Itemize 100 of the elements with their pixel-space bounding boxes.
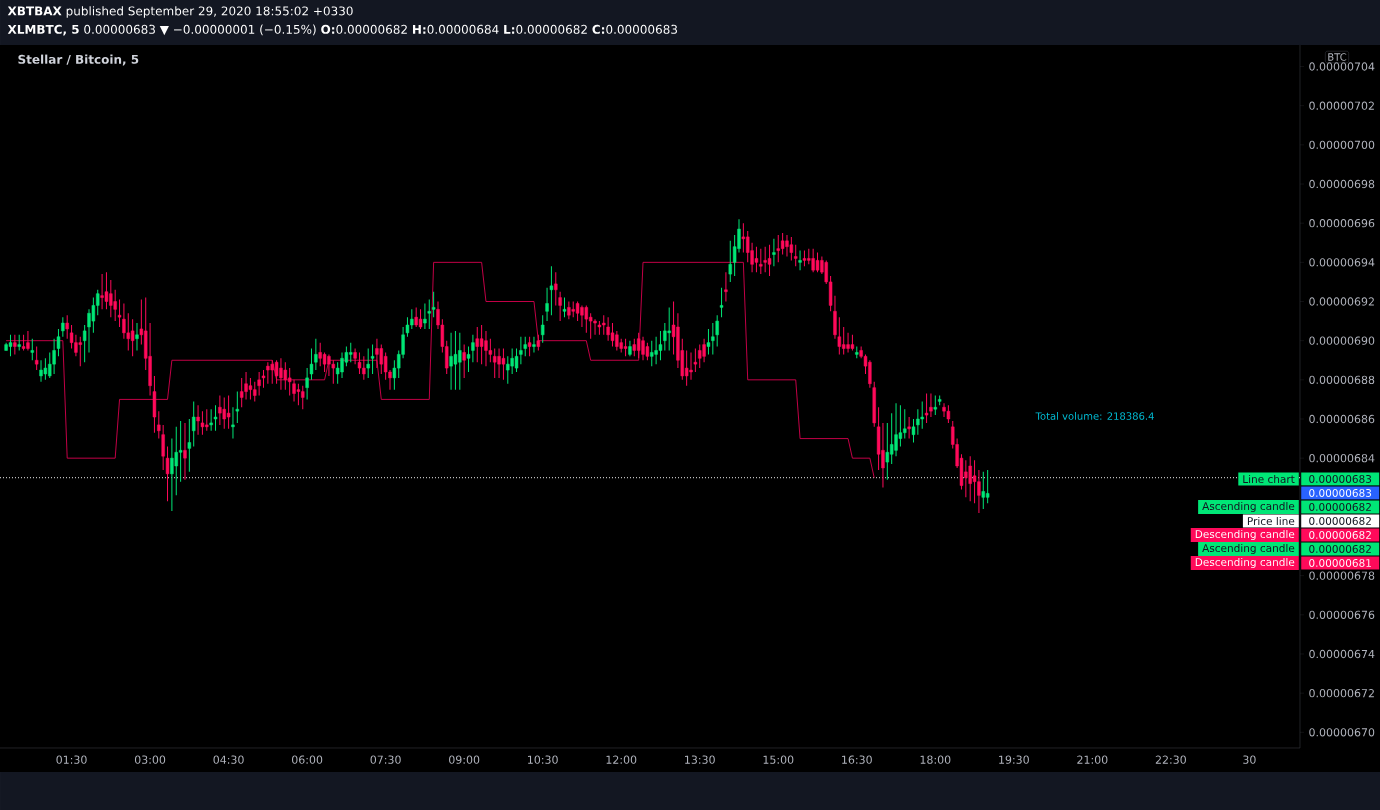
candlestick	[87, 308, 91, 353]
candlestick	[13, 334, 17, 355]
text: 0.00000682	[1309, 531, 1371, 539]
candlestick	[39, 359, 43, 383]
candlestick	[218, 395, 222, 426]
candlestick	[423, 302, 427, 330]
candlestick	[370, 344, 375, 375]
candlestick	[667, 306, 671, 351]
y-tick-label: 0.00000692	[1309, 297, 1374, 306]
y-tick-label: 0.00000688	[1309, 375, 1375, 384]
candlestick	[418, 308, 423, 330]
y-tick-label: 0.00000674	[1309, 649, 1375, 659]
x-tick-label: 09:00	[449, 755, 480, 764]
candlestick	[340, 351, 344, 379]
candlestick	[780, 232, 785, 256]
candlestick	[296, 383, 301, 406]
candlestick	[798, 250, 802, 271]
x-tick-label: 12:00	[606, 755, 637, 764]
candlestick	[34, 346, 39, 371]
candlestick	[554, 271, 558, 306]
candlestick	[767, 244, 772, 277]
candlestick	[192, 400, 196, 447]
annotation: Ascending candle	[1202, 501, 1295, 513]
candlestick	[920, 400, 924, 430]
candlestick	[8, 334, 13, 357]
x-tick-label: 07:30	[370, 755, 401, 764]
x-tick-label: 18:00	[920, 755, 951, 764]
candlestick	[593, 318, 597, 336]
y-tick-label: 0.00000676	[1309, 610, 1375, 619]
candlestick	[894, 402, 898, 457]
x-tick-label: 19:30	[999, 755, 1029, 764]
candlestick	[532, 336, 536, 353]
text: 0.00000682	[1309, 503, 1371, 511]
candlestick	[650, 340, 654, 367]
candlestick	[248, 377, 253, 400]
candlestick	[292, 379, 296, 402]
candlestick	[741, 222, 746, 254]
candlestick	[431, 291, 436, 318]
candlestick	[728, 240, 732, 283]
text: 0.00000681	[1309, 559, 1371, 567]
text: 0.00000682	[1309, 545, 1371, 553]
candlestick	[719, 287, 724, 318]
candlestick	[453, 330, 458, 391]
candlestick	[501, 348, 506, 381]
x-tick-label: 10:30	[528, 755, 558, 764]
annotation: Descending candle	[1195, 557, 1295, 569]
annotation: Total volume: 218386.4	[1035, 412, 1154, 420]
candlestick	[427, 299, 431, 330]
y-tick-label: 0.00000690	[1309, 336, 1375, 345]
x-tick-label: 06:00	[291, 755, 323, 764]
x-tick-label: 13:30	[685, 755, 715, 764]
y-tick-label: 0.00000698	[1309, 179, 1375, 189]
y-tick-label: 0.00000678	[1309, 571, 1375, 580]
y-axis-title: BTC	[1328, 53, 1347, 61]
candlestick	[187, 418, 192, 473]
y-tick-label: 0.00000670	[1309, 728, 1375, 737]
candlestick	[226, 395, 231, 430]
candlestick	[684, 349, 689, 387]
candlestick	[178, 420, 183, 483]
candlestick	[789, 236, 794, 261]
x-tick-label: 30	[1243, 755, 1256, 764]
text: Stellar / Bitcoin, 5	[18, 54, 139, 66]
ref-line-label: 0.00000683	[1309, 489, 1372, 497]
x-tick-label: 15:00	[763, 755, 794, 764]
candlestick	[506, 355, 510, 385]
annotation: Ascending candle	[1202, 543, 1295, 555]
candlestick	[724, 271, 728, 303]
candlestick	[43, 357, 48, 381]
text: XLMBTC, 5 0.00000683 ▼ −0.00000001 (−0.15%) O:0.00000682 H:0.00000684 L:0.00000682 C:0.00000683	[7, 24, 678, 36]
candlestick	[924, 393, 929, 424]
candlestick	[541, 314, 545, 344]
candlestick	[213, 404, 218, 432]
text: 0.00000682	[1309, 517, 1371, 525]
x-tick-label: 03:00	[134, 755, 166, 764]
candlestick	[135, 322, 139, 351]
candlestick	[562, 297, 567, 318]
candlestick	[231, 406, 235, 440]
candlestick	[942, 402, 946, 418]
y-tick-label: 0.00000694	[1309, 258, 1375, 267]
x-tick-label: 16:30	[842, 755, 872, 764]
candlestick	[527, 336, 532, 357]
candlestick	[641, 336, 645, 361]
candlestick	[689, 351, 693, 381]
candlestick	[772, 238, 776, 267]
annotation: Line chart	[1243, 474, 1295, 484]
candlestick	[78, 336, 82, 367]
y-tick-label: 0.00000684	[1309, 454, 1375, 463]
candlestick	[462, 344, 466, 379]
y-tick-label: 0.00000672	[1309, 689, 1374, 698]
text: XBTBAX published September 29, 2020 18:55:02 +0330	[7, 6, 353, 18]
y-tick-label: 0.00000704	[1309, 62, 1375, 71]
y-tick-label: 0.00000686	[1309, 414, 1375, 424]
candlestick	[558, 291, 562, 322]
candlestick	[754, 246, 759, 273]
candlestick	[30, 338, 34, 361]
y-tick-label: 0.00000700	[1309, 140, 1375, 150]
y-tick-label: 0.00000696	[1309, 219, 1375, 228]
y-tick-label: 0.00000702	[1309, 101, 1374, 110]
candlestick	[479, 324, 484, 365]
candlestick	[130, 318, 135, 357]
